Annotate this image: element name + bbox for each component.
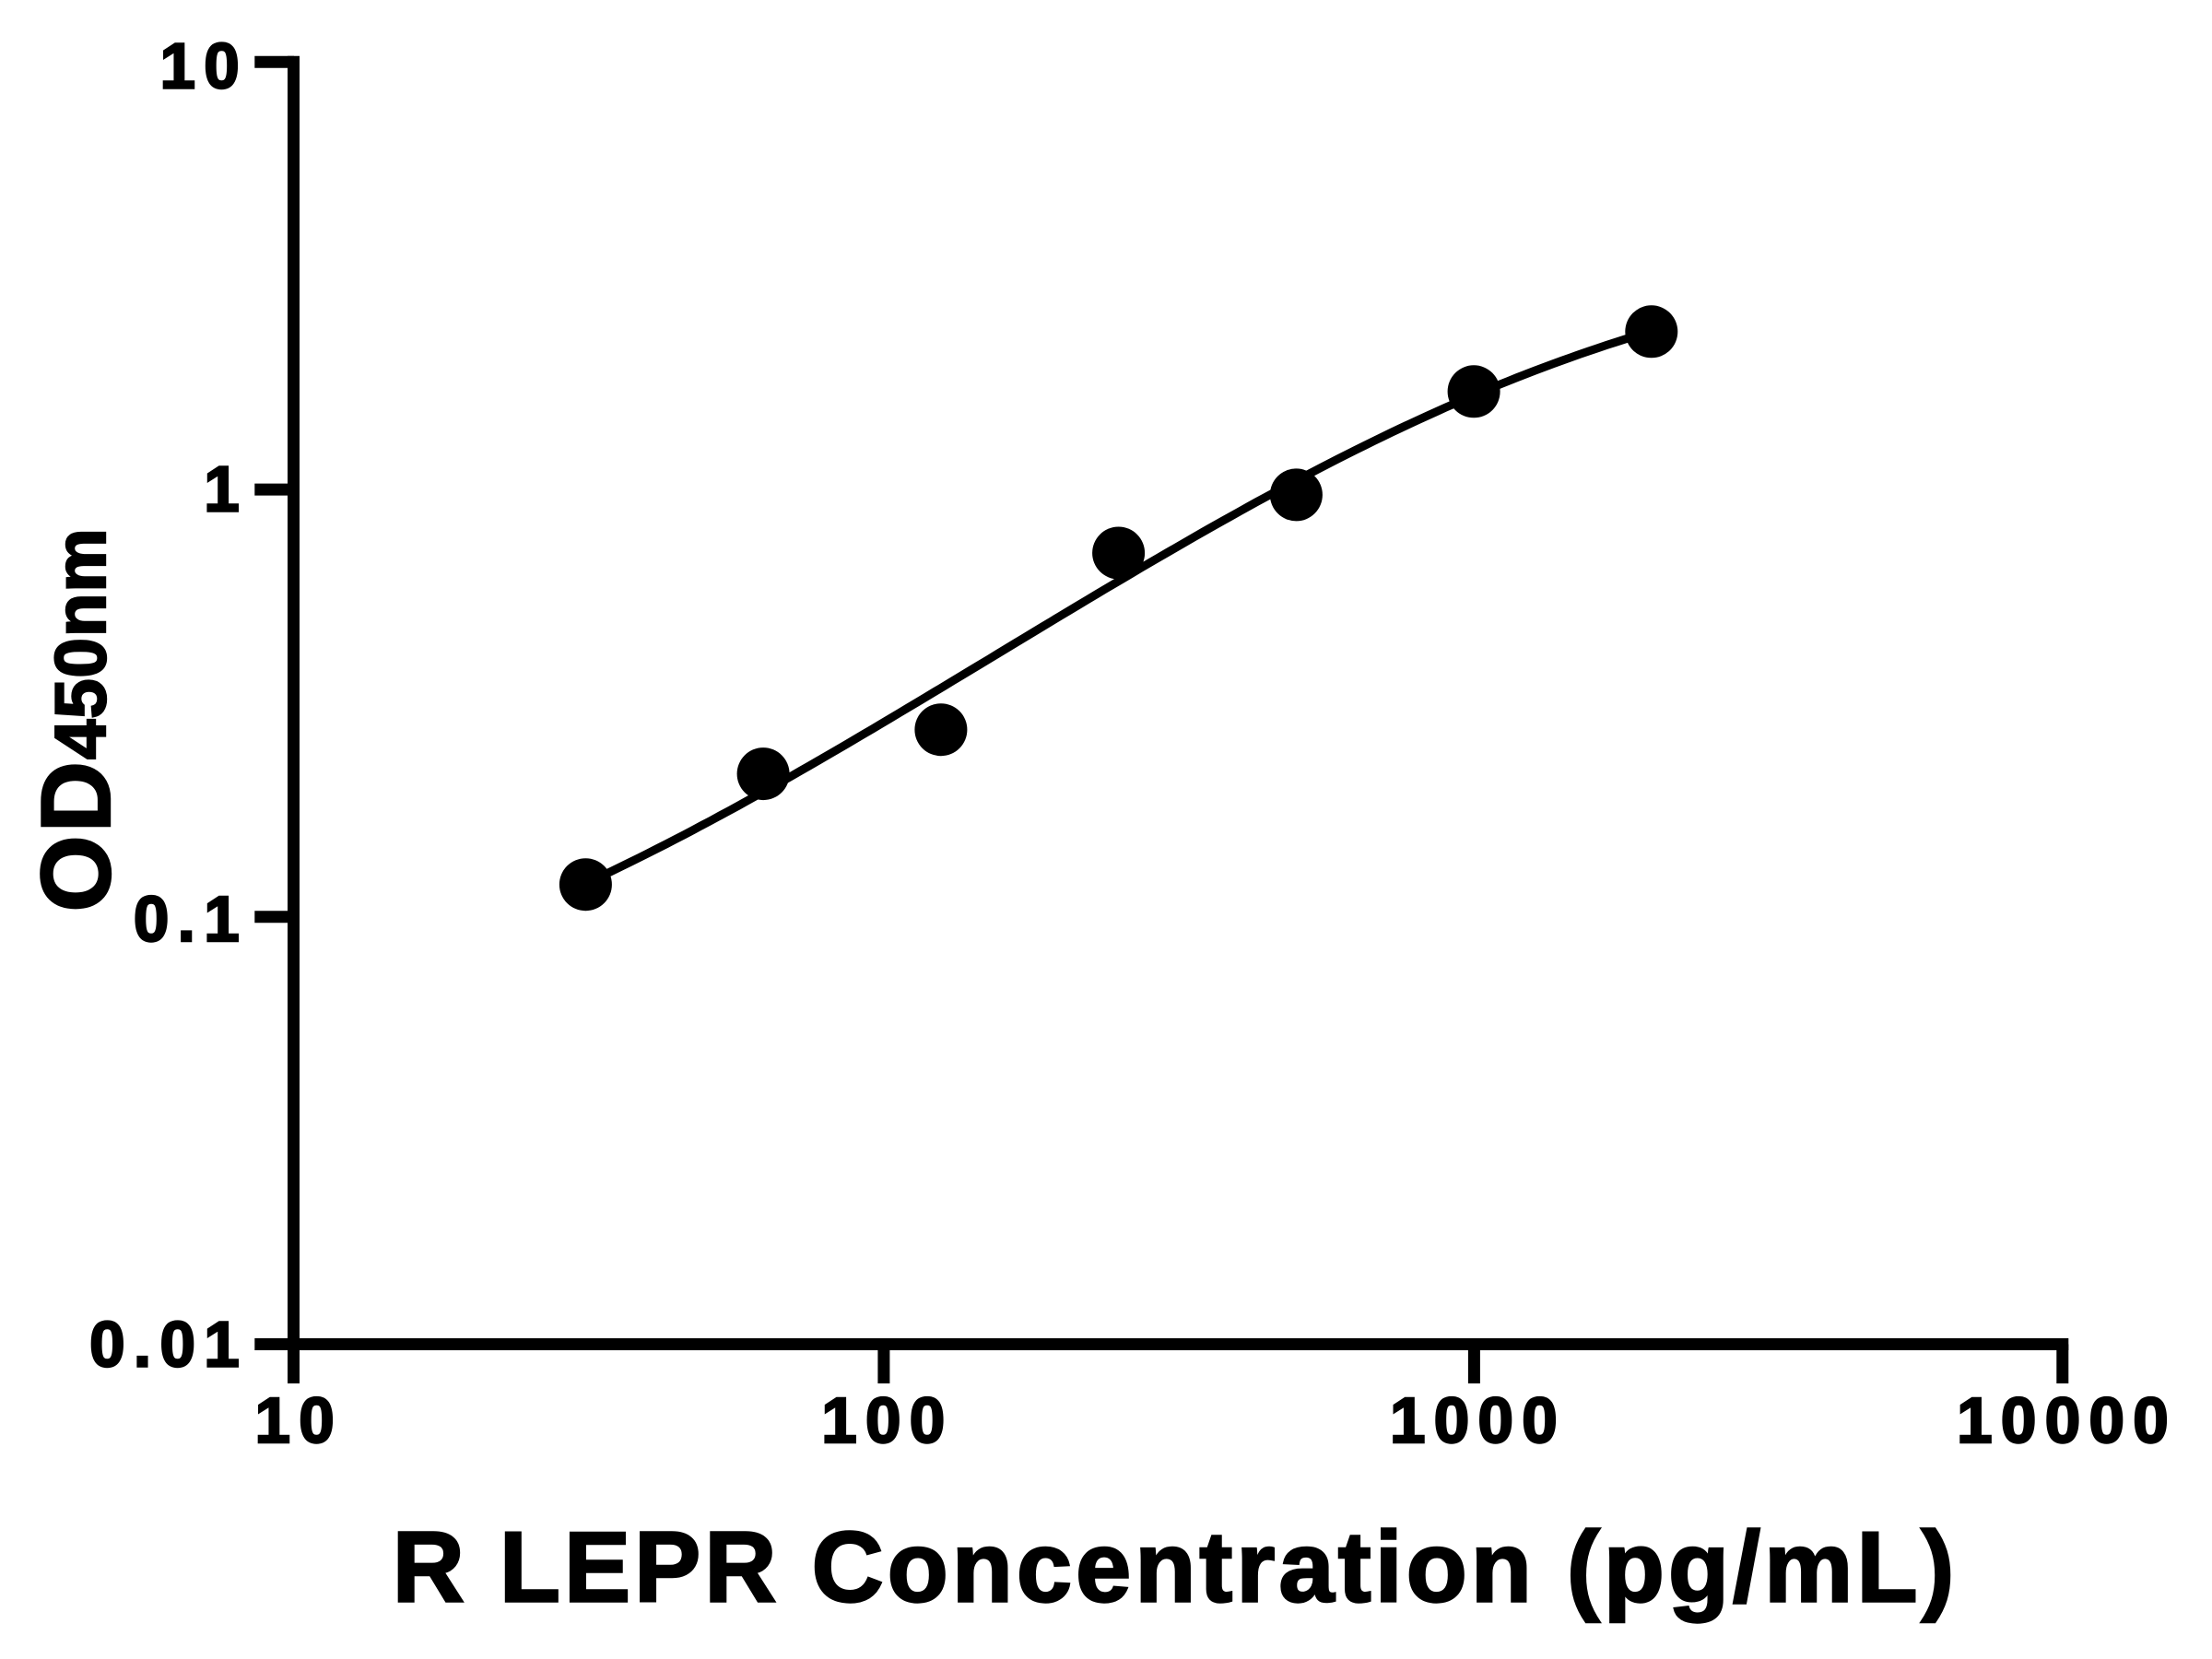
svg-text:10000: 10000: [1957, 1384, 2177, 1456]
svg-text:100: 100: [821, 1384, 953, 1456]
svg-text:1: 1: [204, 453, 248, 524]
svg-text:10: 10: [255, 1384, 344, 1456]
svg-text:0.01: 0.01: [89, 1309, 248, 1381]
svg-text:450nm: 450nm: [40, 527, 121, 759]
svg-text:1000: 1000: [1390, 1384, 1566, 1456]
svg-text:10: 10: [159, 29, 248, 101]
svg-text:0.1: 0.1: [134, 883, 248, 955]
svg-text:R LEPR Concentration (pg/mL): R LEPR Concentration (pg/mL): [393, 1512, 1959, 1623]
svg-text:OD: OD: [20, 759, 131, 912]
